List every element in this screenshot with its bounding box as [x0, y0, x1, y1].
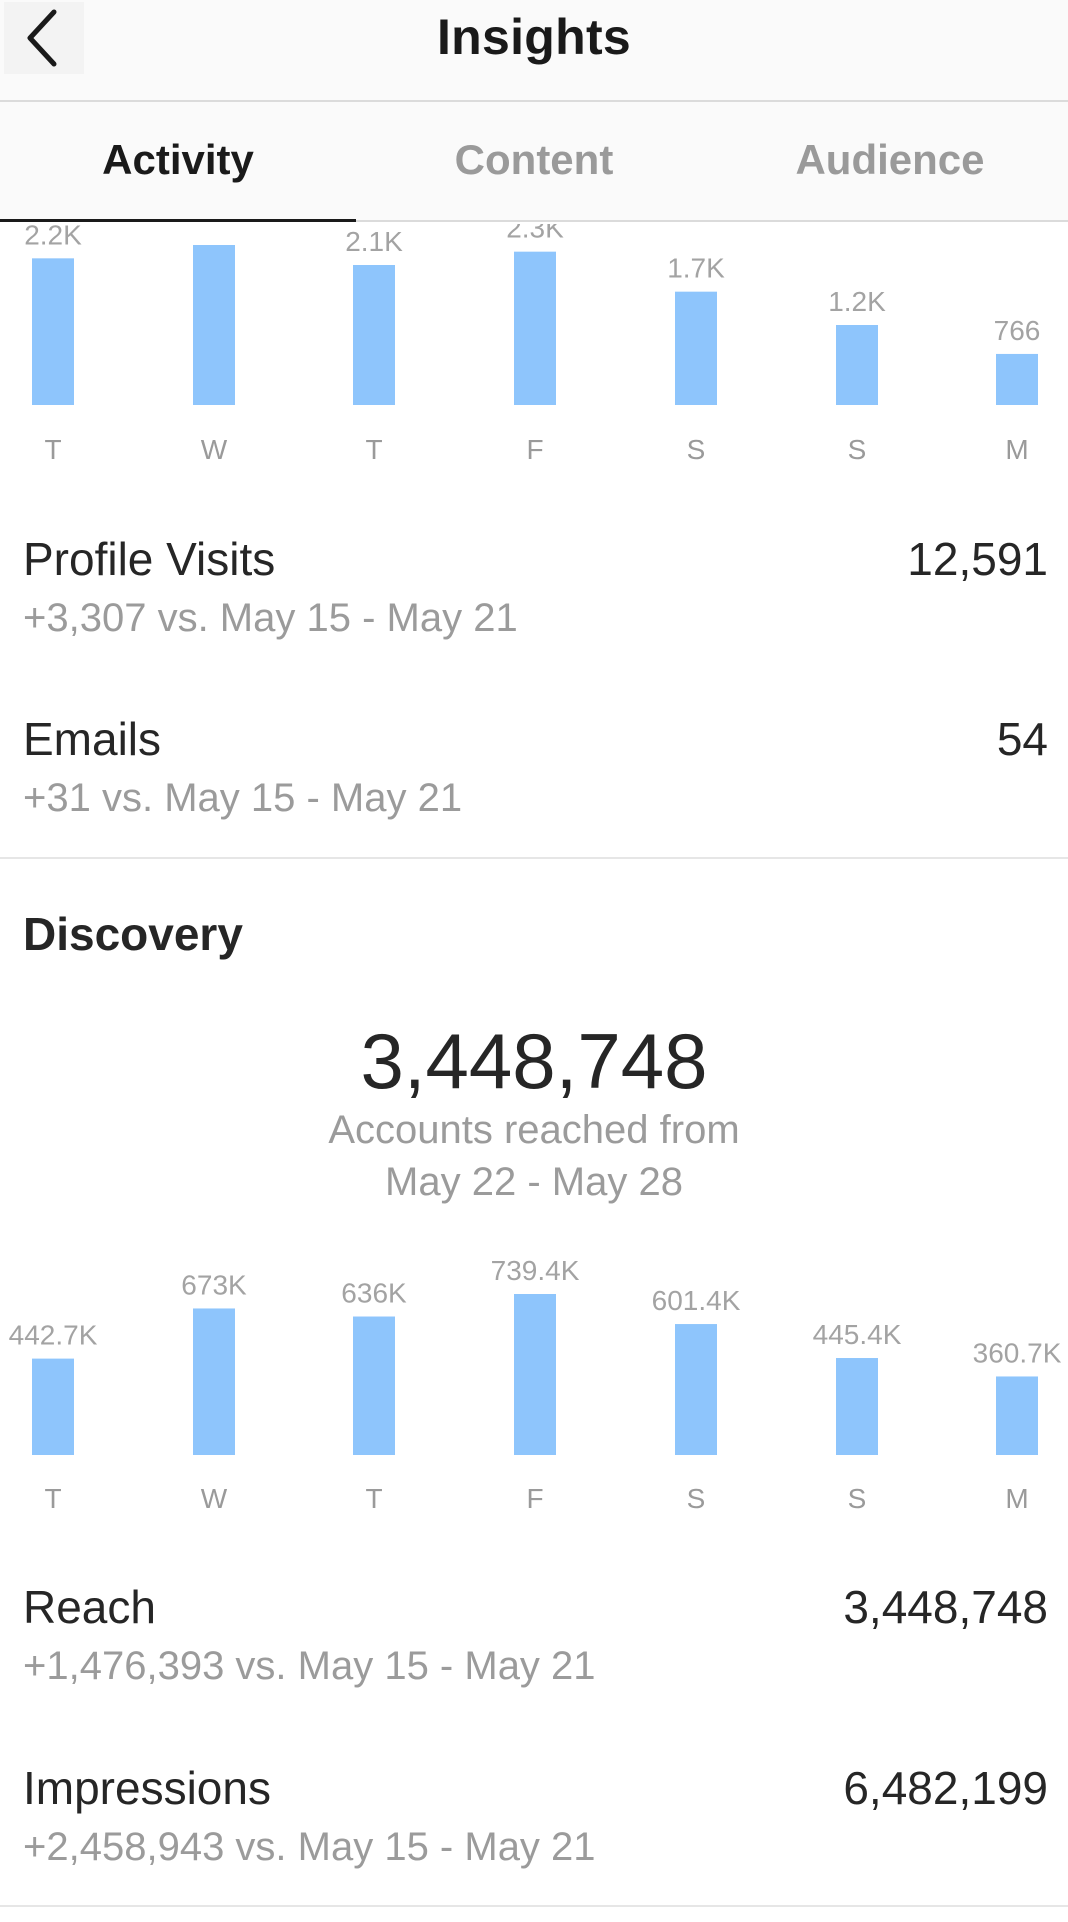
bar-day-label: S	[687, 434, 706, 465]
bar-day-label: S	[848, 434, 867, 465]
impressions-change: +2,458,943 vs. May 15 - May 21	[23, 1825, 596, 1869]
chevron-left-icon	[27, 9, 57, 67]
chart-bar	[514, 251, 556, 405]
tab-bar: Activity Content Audience	[0, 102, 1068, 222]
reach-change: +1,476,393 vs. May 15 - May 21	[23, 1644, 596, 1688]
reach-chart: 442.7K T 673K W 636K T 739.4K F 601.4K S 445.4K S 36…	[0, 1240, 1068, 1520]
emails-label: Emails	[23, 713, 162, 765]
chart-bar	[193, 245, 235, 405]
bar-value-label: 673K	[181, 1269, 247, 1300]
accounts-reached-label: Accounts reached from	[328, 1108, 740, 1152]
impressions-value: 6,482,199	[843, 1762, 1048, 1814]
chart-bar	[996, 1376, 1038, 1455]
accounts-reached-value: 3,448,748	[360, 1017, 708, 1105]
chart-bar	[836, 1358, 878, 1455]
bar-value-label: 360.7K	[973, 1337, 1062, 1368]
bar-day-label: M	[1005, 1483, 1028, 1514]
bar-day-label: W	[201, 1483, 228, 1514]
chart-bar	[353, 265, 395, 405]
bar-day-label: T	[44, 434, 61, 465]
chart-bar	[32, 1358, 74, 1455]
bar-value-label: 2.2K	[24, 224, 82, 250]
tab-content[interactable]: Content	[454, 136, 614, 183]
impressions-row[interactable]: Impressions +2,458,943 vs. May 15 - May …	[23, 1761, 1048, 1870]
bar-value-label: 2.1K	[345, 226, 403, 257]
bar-day-label: T	[44, 1483, 61, 1514]
profile-visits-value: 12,591	[907, 533, 1048, 585]
tab-audience[interactable]: Audience	[795, 136, 985, 183]
bar-value-label: 1.7K	[667, 253, 725, 284]
bar-day-label: S	[687, 1483, 706, 1514]
bar-value-label: 636K	[341, 1278, 407, 1309]
reach-chart-svg: 442.7K T 673K W 636K T 739.4K F 601.4K S 445.4K S 36…	[9, 1255, 1062, 1514]
accounts-reached-date-range: May 22 - May 28	[385, 1160, 683, 1204]
reach-value: 3,448,748	[843, 1581, 1048, 1633]
chart-bar	[675, 1324, 717, 1455]
page-title: Insights	[436, 9, 632, 65]
interactions-chart: 2.2K T W 2.1K T 2.3K F 1.7K S 1.2K S 766 M	[0, 224, 1068, 474]
bar-day-label: T	[365, 1483, 382, 1514]
bar-day-label: F	[526, 434, 543, 465]
reach-label: Reach	[23, 1581, 156, 1633]
section-divider	[0, 857, 1068, 859]
bar-value-label: 1.2K	[828, 286, 886, 317]
bar-day-label: F	[526, 1483, 543, 1514]
interactions-chart-svg: 2.2K T W 2.1K T 2.3K F 1.7K S 1.2K S 766 M	[24, 224, 1041, 465]
bar-day-label: M	[1005, 434, 1028, 465]
bar-day-label: T	[365, 434, 382, 465]
chart-bar	[353, 1316, 395, 1455]
bar-day-label: W	[201, 434, 228, 465]
back-button[interactable]	[4, 2, 84, 74]
emails-row[interactable]: Emails +31 vs. May 15 - May 21 54	[23, 712, 1048, 821]
chart-bar	[514, 1294, 556, 1455]
bar-value-label: 442.7K	[9, 1320, 98, 1351]
bar-day-label: S	[848, 1483, 867, 1514]
bar-value-label: 601.4K	[652, 1285, 741, 1316]
bar-value-label: 445.4K	[813, 1319, 902, 1350]
profile-visits-row[interactable]: Profile Visits +3,307 vs. May 15 - May 2…	[23, 532, 1048, 641]
bottom-divider	[0, 1905, 1068, 1907]
bar-value-label: 2.3K	[506, 224, 564, 244]
chart-bar	[193, 1308, 235, 1455]
bar-value-label: 766	[994, 315, 1041, 346]
emails-change: +31 vs. May 15 - May 21	[23, 776, 463, 820]
chart-bar	[675, 291, 717, 405]
header-bar: Insights	[0, 0, 1068, 102]
impressions-label: Impressions	[23, 1762, 271, 1814]
chart-bar	[836, 325, 878, 405]
profile-visits-change: +3,307 vs. May 15 - May 21	[23, 596, 518, 640]
bar-value-label: 739.4K	[491, 1255, 580, 1286]
emails-value: 54	[996, 713, 1048, 765]
tab-activity[interactable]: Activity	[0, 102, 356, 222]
chart-bar	[996, 353, 1038, 405]
reach-row[interactable]: Reach +1,476,393 vs. May 15 - May 21 3,4…	[23, 1580, 1048, 1689]
chart-bar	[32, 258, 74, 405]
discovery-title: Discovery	[23, 908, 243, 960]
profile-visits-label: Profile Visits	[23, 533, 276, 585]
